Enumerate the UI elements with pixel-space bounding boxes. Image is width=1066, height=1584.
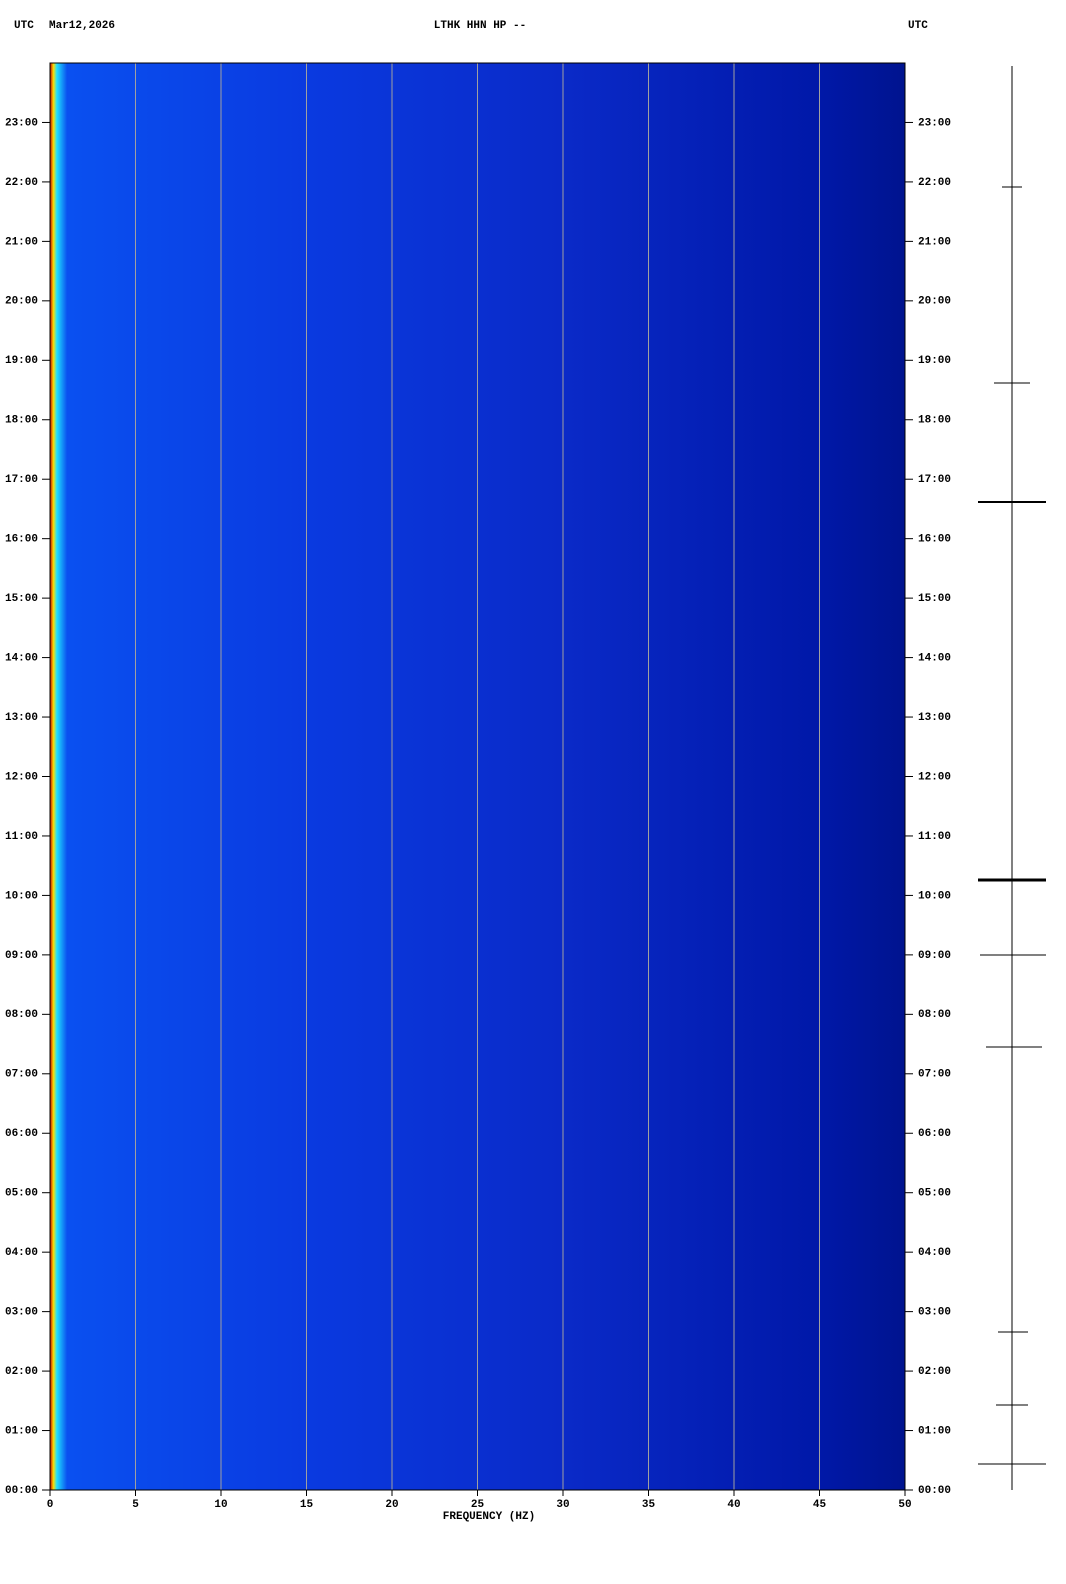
- y-tick-label: 23:00: [5, 117, 38, 129]
- y-tick-label: 03:00: [5, 1307, 38, 1319]
- y-tick-label-right: 00:00: [918, 1485, 951, 1497]
- y-tick-label-right: 01:00: [918, 1425, 951, 1437]
- y-tick-label-right: 23:00: [918, 117, 951, 129]
- y-tick-label-right: 09:00: [918, 950, 951, 962]
- y-tick-label-right: 16:00: [918, 534, 951, 546]
- y-tick-label-right: 15:00: [918, 593, 951, 605]
- y-tick-label: 02:00: [5, 1366, 38, 1378]
- y-tick-label-right: 14:00: [918, 652, 951, 664]
- y-tick-label-right: 20:00: [918, 296, 951, 308]
- y-tick-label: 14:00: [5, 652, 38, 664]
- y-tick-label-right: 19:00: [918, 355, 951, 367]
- y-tick-label-right: 18:00: [918, 415, 951, 427]
- seismogram-trace: [978, 66, 1046, 1490]
- y-tick-label-right: 21:00: [918, 236, 951, 248]
- y-tick-label: 04:00: [5, 1247, 38, 1259]
- timezone-left: UTC: [14, 20, 34, 32]
- y-tick-label-right: 11:00: [918, 831, 951, 843]
- y-tick-label: 08:00: [5, 1009, 38, 1021]
- y-tick-label: 19:00: [5, 355, 38, 367]
- y-tick-label: 16:00: [5, 534, 38, 546]
- y-tick-label: 21:00: [5, 236, 38, 248]
- y-tick-label: 20:00: [5, 296, 38, 308]
- x-tick-label: 50: [898, 1499, 911, 1511]
- y-tick-label-right: 04:00: [918, 1247, 951, 1259]
- y-tick-label-right: 13:00: [918, 712, 951, 724]
- x-tick-label: 45: [813, 1499, 827, 1511]
- y-tick-label: 10:00: [5, 890, 38, 902]
- x-tick-label: 40: [727, 1499, 740, 1511]
- y-tick-label-right: 22:00: [918, 177, 951, 189]
- x-tick-label: 30: [556, 1499, 569, 1511]
- plot-frame: [49, 62, 906, 1491]
- y-tick-label-right: 02:00: [918, 1366, 951, 1378]
- x-tick-label: 5: [132, 1499, 139, 1511]
- y-tick-label: 22:00: [5, 177, 38, 189]
- x-tick-label: 10: [214, 1499, 227, 1511]
- y-tick-label: 17:00: [5, 474, 38, 486]
- y-tick-label-right: 05:00: [918, 1188, 951, 1200]
- y-tick-label: 11:00: [5, 831, 38, 843]
- y-tick-label-right: 10:00: [918, 890, 951, 902]
- chart-title: LTHK HHN HP --: [434, 20, 526, 32]
- y-tick-label: 18:00: [5, 415, 38, 427]
- y-tick-label: 01:00: [5, 1425, 38, 1437]
- x-tick-label: 20: [385, 1499, 398, 1511]
- x-tick-label: 15: [300, 1499, 314, 1511]
- y-tick-label: 15:00: [5, 593, 38, 605]
- y-tick-label-right: 03:00: [918, 1307, 951, 1319]
- x-tick-label: 35: [642, 1499, 656, 1511]
- timezone-right: UTC: [908, 20, 928, 32]
- x-axis-label: FREQUENCY (HZ): [443, 1511, 535, 1523]
- y-tick-label: 07:00: [5, 1069, 38, 1081]
- date: Mar12,2026: [49, 20, 115, 32]
- x-tick-label: 25: [471, 1499, 485, 1511]
- y-tick-label-right: 07:00: [918, 1069, 951, 1081]
- y-tick-label-right: 12:00: [918, 771, 951, 783]
- y-tick-label: 13:00: [5, 712, 38, 724]
- y-tick-label-right: 06:00: [918, 1128, 951, 1140]
- y-tick-label: 05:00: [5, 1188, 38, 1200]
- y-tick-label: 06:00: [5, 1128, 38, 1140]
- y-tick-label: 12:00: [5, 771, 38, 783]
- x-tick-label: 0: [47, 1499, 54, 1511]
- y-tick-label: 00:00: [5, 1485, 38, 1497]
- y-tick-label-right: 08:00: [918, 1009, 951, 1021]
- y-tick-label: 09:00: [5, 950, 38, 962]
- y-tick-label-right: 17:00: [918, 474, 951, 486]
